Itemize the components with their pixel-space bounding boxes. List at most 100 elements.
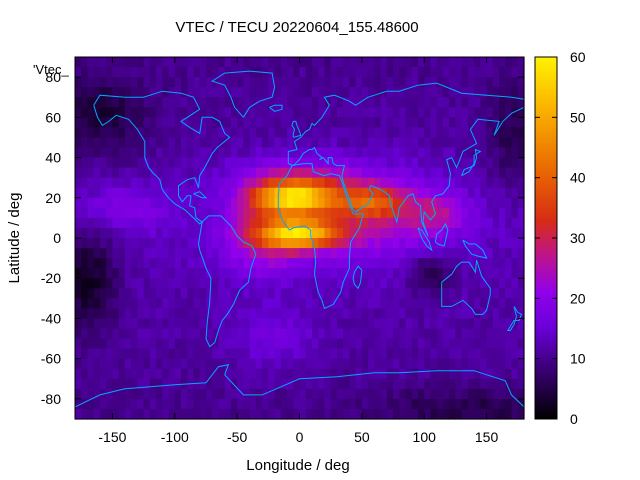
heatmap-cell [417, 167, 425, 179]
heatmap-cell [81, 268, 89, 279]
heatmap-cell [230, 348, 238, 360]
heatmap-cell [386, 87, 394, 98]
heatmap-cell [156, 207, 163, 219]
heatmap-cell [411, 167, 419, 179]
coastline-antarctica [74, 364, 525, 408]
heatmap-cell [299, 318, 307, 330]
heatmap-cell [149, 248, 157, 259]
heatmap-cell [156, 127, 163, 139]
heatmap-cell [411, 238, 419, 249]
heatmap-cell [99, 227, 107, 239]
heatmap-cell [199, 147, 207, 159]
heatmap-cell [343, 368, 350, 380]
heatmap-cell [143, 278, 151, 289]
heatmap-cell [499, 67, 506, 78]
heatmap-cell [287, 388, 294, 400]
heatmap-cell [193, 368, 201, 380]
heatmap-cell [156, 348, 163, 360]
heatmap-cell [336, 318, 344, 330]
heatmap-cell [343, 227, 350, 239]
heatmap-cell [492, 378, 500, 390]
heatmap-cell [168, 207, 176, 219]
heatmap-cell [174, 197, 182, 209]
heatmap-cell [343, 167, 350, 179]
heatmap-cell [449, 177, 457, 189]
heatmap-cell [343, 308, 350, 320]
heatmap-cell [324, 308, 332, 320]
heatmap-cell [361, 348, 369, 360]
heatmap-cell [311, 358, 319, 370]
heatmap-cell [349, 77, 357, 88]
heatmap-cell [131, 77, 138, 88]
heatmap-cell [118, 107, 126, 118]
heatmap-cell [199, 238, 207, 249]
heatmap-cell [305, 97, 313, 108]
heatmap-cell [187, 127, 195, 139]
heatmap-cell [124, 278, 132, 289]
heatmap-cell [405, 388, 413, 400]
heatmap-cell [280, 97, 288, 108]
heatmap-cell [212, 268, 220, 279]
heatmap-cell [81, 67, 89, 78]
heatmap-cell [405, 147, 413, 159]
heatmap-cell [380, 308, 388, 320]
heatmap-cell [243, 328, 251, 340]
heatmap-cell [106, 358, 114, 370]
heatmap-cell [274, 318, 282, 330]
heatmap-cell [168, 348, 176, 360]
heatmap-cell [249, 368, 257, 380]
heatmap-cell [361, 107, 369, 118]
heatmap-cell [480, 378, 488, 390]
heatmap-cell [181, 127, 188, 139]
heatmap-cell [137, 298, 145, 309]
heatmap-cell [393, 177, 400, 189]
heatmap-cell [368, 217, 375, 229]
heatmap-cell [393, 167, 400, 179]
heatmap-cell [81, 308, 89, 320]
heatmap-cell [361, 298, 369, 309]
heatmap-cell [131, 298, 138, 309]
heatmap-cell [430, 398, 438, 410]
heatmap-cell [237, 318, 244, 330]
heatmap-cell [430, 238, 438, 249]
heatmap-cell [199, 288, 207, 299]
colorbar-tick-label: 50 [570, 109, 586, 125]
heatmap-cell [411, 77, 419, 88]
heatmap-cell [355, 268, 363, 279]
heatmap-cell [81, 167, 89, 179]
heatmap-cell [149, 378, 157, 390]
heatmap-cell [474, 107, 481, 118]
heatmap-cell [330, 368, 338, 380]
heatmap-cell [243, 227, 251, 239]
heatmap-cell [287, 57, 294, 68]
heatmap-cell [336, 348, 344, 360]
heatmap-cell [262, 97, 269, 108]
heatmap-cell [349, 338, 357, 350]
heatmap-cell [461, 197, 469, 209]
heatmap-cell [311, 167, 319, 179]
heatmap-cell [318, 197, 326, 209]
heatmap-cell [168, 398, 176, 410]
heatmap-cell [355, 388, 363, 400]
heatmap-cell [517, 107, 525, 118]
heatmap-cell [517, 378, 525, 390]
heatmap-cell [505, 107, 513, 118]
heatmap-cell [162, 278, 170, 289]
heatmap-cell [499, 258, 506, 269]
heatmap-cell [118, 77, 126, 88]
heatmap-cell [106, 137, 114, 149]
heatmap-cell [230, 278, 238, 289]
heatmap-cell [299, 97, 307, 108]
heatmap-cell [424, 107, 432, 118]
heatmap-cell [162, 258, 170, 269]
heatmap-cell [449, 207, 457, 219]
heatmap-cell [449, 227, 457, 239]
heatmap-cell [343, 248, 350, 259]
heatmap-cell [162, 77, 170, 88]
heatmap-cell [255, 248, 263, 259]
heatmap-cell [361, 288, 369, 299]
heatmap-cell [168, 338, 176, 350]
heatmap-cell [361, 318, 369, 330]
heatmap-cell [268, 127, 276, 139]
heatmap-cell [305, 207, 313, 219]
